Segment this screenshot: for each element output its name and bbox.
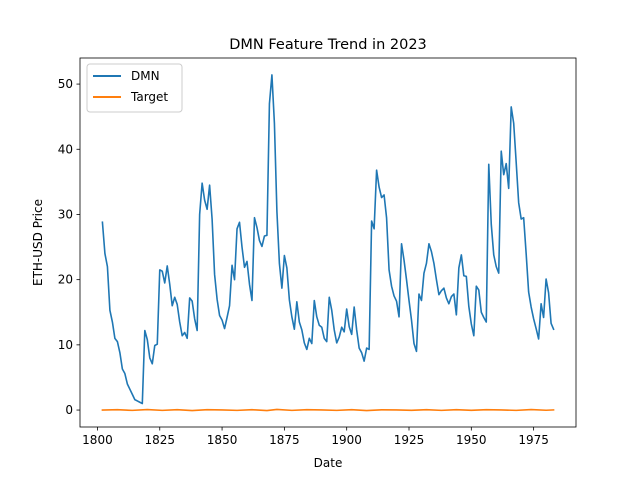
x-tick-label: 1825 (144, 433, 175, 447)
series-layer (101, 74, 555, 412)
legend-label-target: Target (130, 90, 168, 104)
plot-area (79, 57, 577, 428)
y-tick-label: 20 (58, 273, 73, 287)
series-line-dmn (101, 74, 555, 405)
y-tick-label: 50 (58, 77, 73, 91)
y-axis-label: ETH-USD Price (31, 199, 45, 286)
y-axis: 0 10 20 30 40 50 (58, 77, 80, 417)
x-tick-label: 1925 (394, 433, 425, 447)
x-tick-label: 1900 (331, 433, 362, 447)
y-tick-label: 0 (65, 403, 73, 417)
legend-label-dmn: DMN (131, 69, 160, 83)
x-axis: 1800 1825 1850 1875 1900 1925 1950 1975 (82, 427, 549, 447)
legend: DMN Target (86, 63, 183, 113)
series-line-target (101, 408, 555, 412)
x-tick-label: 1875 (269, 433, 300, 447)
y-tick-label: 10 (58, 338, 73, 352)
chart-title: DMN Feature Trend in 2023 (229, 37, 427, 53)
y-tick-label: 40 (58, 142, 73, 156)
x-tick-label: 1975 (518, 433, 549, 447)
y-tick-label: 30 (58, 207, 73, 221)
x-tick-label: 1800 (82, 433, 113, 447)
x-tick-label: 1850 (207, 433, 238, 447)
x-axis-label: Date (314, 456, 343, 470)
x-tick-label: 1950 (456, 433, 487, 447)
